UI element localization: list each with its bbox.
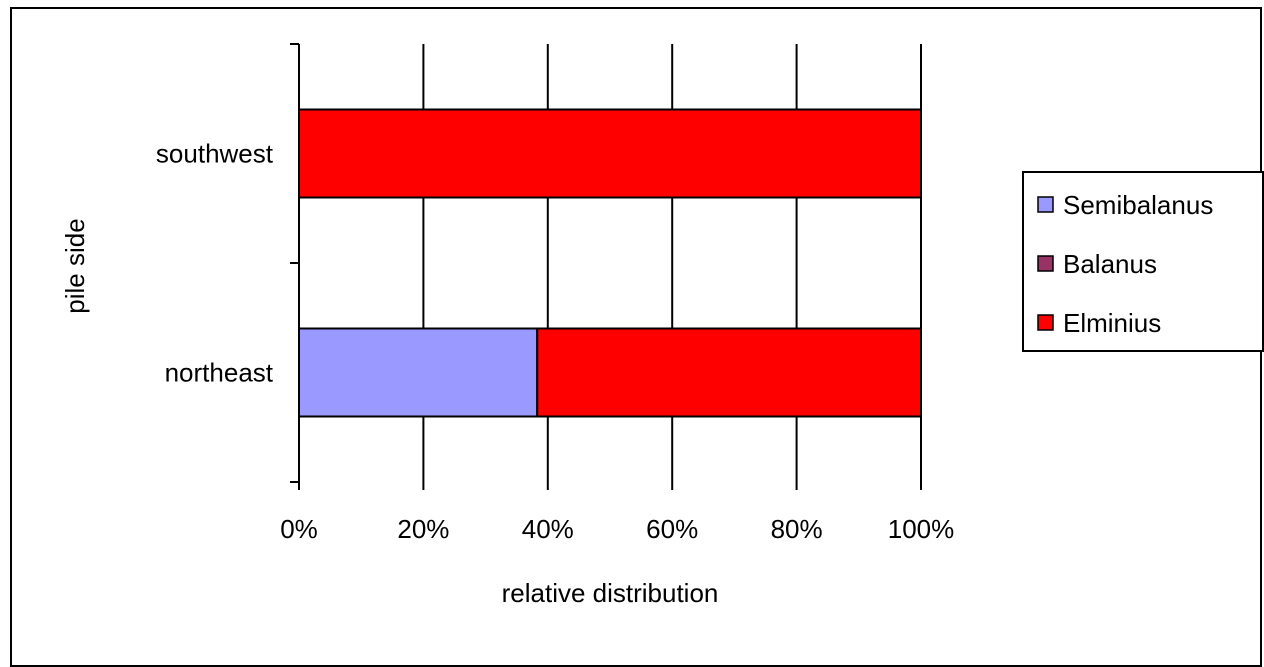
legend: Semibalanus Balanus Elminius	[1022, 171, 1264, 352]
legend-label-semibalanus: Semibalanus	[1063, 190, 1213, 220]
x-tick-label: 80%	[771, 514, 823, 544]
x-tick-label: 100%	[888, 514, 955, 544]
legend-swatch-balanus	[1037, 255, 1054, 272]
legend-swatch-elminius	[1037, 314, 1054, 331]
legend-swatch-semibalanus	[1037, 196, 1054, 213]
legend-box	[1022, 171, 1264, 352]
legend-label-elminius: Elminius	[1063, 308, 1161, 338]
x-tick-label: 20%	[397, 514, 449, 544]
axes	[290, 43, 922, 490]
y-axis-title: pile side	[60, 218, 90, 313]
bar-semibalanus-northeast	[298, 327, 539, 418]
x-tick-label: 0%	[280, 514, 318, 544]
bars	[298, 108, 922, 418]
x-axis-title: relative distribution	[502, 578, 719, 608]
bar-elminius-northeast	[536, 327, 922, 418]
tick-labels: 0% 20% 40% 60% 80% 100% southwest northeast	[156, 139, 954, 545]
y-tick-label: northeast	[165, 358, 274, 388]
x-tick-label: 60%	[646, 514, 698, 544]
y-tick-label: southwest	[156, 139, 274, 169]
bar-elminius-southwest	[298, 108, 922, 199]
x-tick-label: 40%	[522, 514, 574, 544]
legend-label-balanus: Balanus	[1063, 249, 1157, 279]
